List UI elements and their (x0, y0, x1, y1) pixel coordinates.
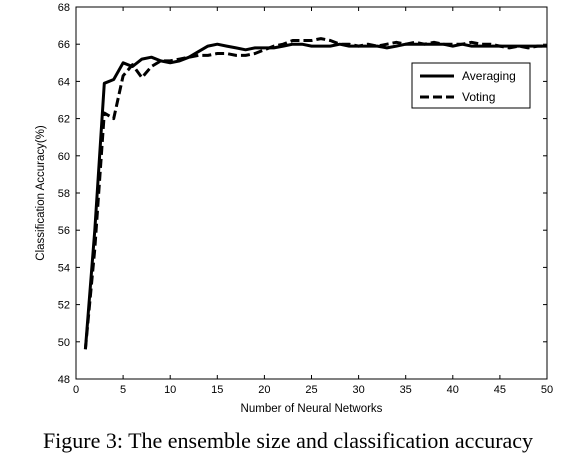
x-tick-label: 35 (400, 384, 412, 396)
legend-label-averaging: Averaging (462, 69, 516, 83)
legend-box (411, 62, 531, 109)
y-tick-label: 66 (58, 39, 70, 51)
y-tick-label: 68 (58, 2, 70, 14)
x-tick-label: 50 (541, 384, 553, 396)
y-tick-label: 58 (58, 188, 70, 200)
x-tick-label: 5 (120, 384, 126, 396)
y-axis-label: Classification Accuracy(%) (35, 125, 47, 261)
axes: 0 5 10 15 20 25 30 35 40 45 50 48 50 52 54 56 58 60 62 64 66… (35, 2, 553, 415)
x-tick-label: 45 (494, 384, 506, 396)
x-tick-label: 15 (211, 384, 223, 396)
x-tick-label: 40 (447, 384, 459, 396)
y-tick-label: 52 (58, 300, 70, 312)
series-line-voting (83, 37, 547, 350)
figure-caption: Figure 3: The ensemble size and classifi… (42, 428, 534, 453)
series-line-averaging (83, 42, 547, 350)
line-chart: 0 5 10 15 20 25 30 35 40 45 50 48 50 52 54 56 58 60 62 64 66… (35, 2, 553, 415)
x-tick-label: 0 (73, 384, 79, 396)
y-tick-label: 62 (58, 114, 70, 126)
legend-label-voting: Voting (462, 90, 495, 104)
y-tick-label: 56 (58, 225, 70, 237)
plot-area (83, 37, 547, 350)
y-tick-label: 54 (58, 262, 70, 274)
x-tick-label: 20 (258, 384, 270, 396)
y-tick-label: 60 (58, 151, 70, 163)
x-tick-label: 10 (164, 384, 176, 396)
x-tick-label: 25 (305, 384, 317, 396)
x-axis-label: Number of Neural Networks (241, 403, 383, 415)
y-tick-label: 50 (58, 337, 70, 349)
y-tick-label: 64 (58, 76, 70, 88)
y-tick-label: 48 (58, 374, 70, 386)
legend: Averaging Voting (411, 62, 531, 109)
x-tick-label: 30 (352, 384, 364, 396)
